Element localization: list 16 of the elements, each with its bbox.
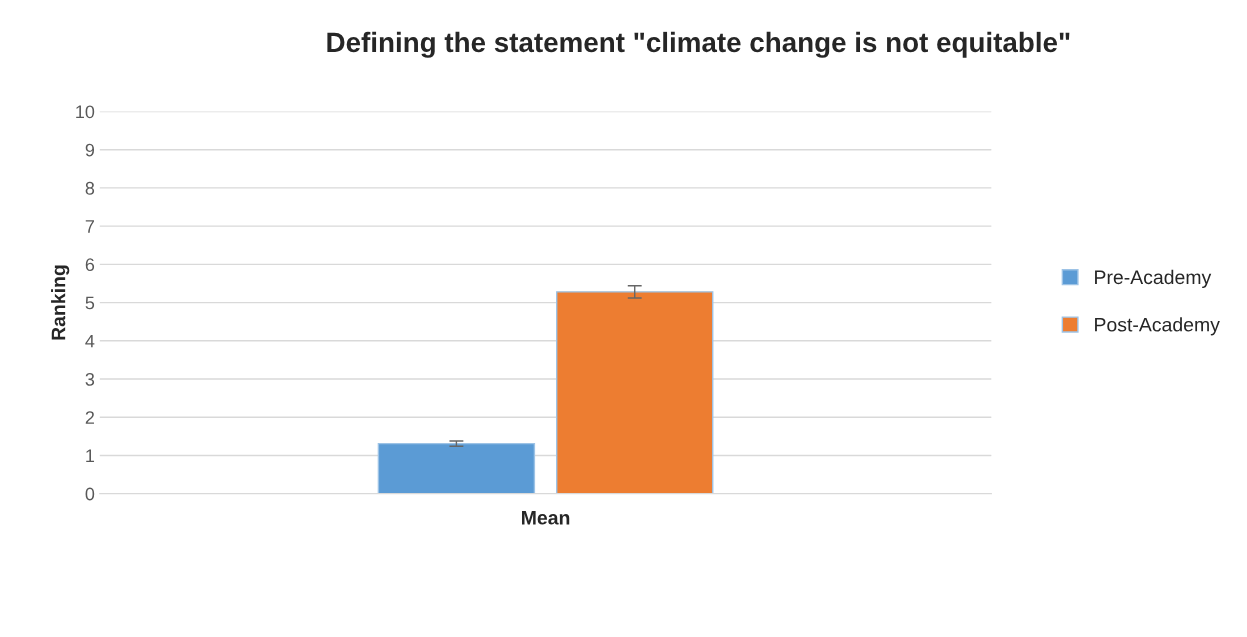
y-tick-label: 4 — [85, 334, 95, 348]
chart-title: Defining the statement "climate change is not equitable" — [327, 31, 1070, 58]
x-tick-label: Mean — [522, 511, 570, 525]
y-tick-label: 3 — [85, 372, 95, 386]
y-tick-label: 9 — [85, 143, 95, 157]
legend-label: Pre-Academy — [1095, 269, 1212, 288]
y-tick-label: 8 — [85, 181, 95, 195]
y-tick-label: 5 — [85, 296, 95, 310]
y-tick-label: 6 — [85, 258, 95, 272]
legend-label: Post-Academy — [1095, 317, 1220, 336]
y-tick-label: 7 — [85, 220, 94, 233]
y-tick-label: 10 — [76, 105, 95, 119]
y-tick-label: 1 — [86, 449, 95, 462]
y-tick-label: 2 — [85, 411, 94, 424]
y-tick-label: 0 — [85, 487, 95, 501]
y-axis-title: Ranking — [51, 265, 70, 340]
